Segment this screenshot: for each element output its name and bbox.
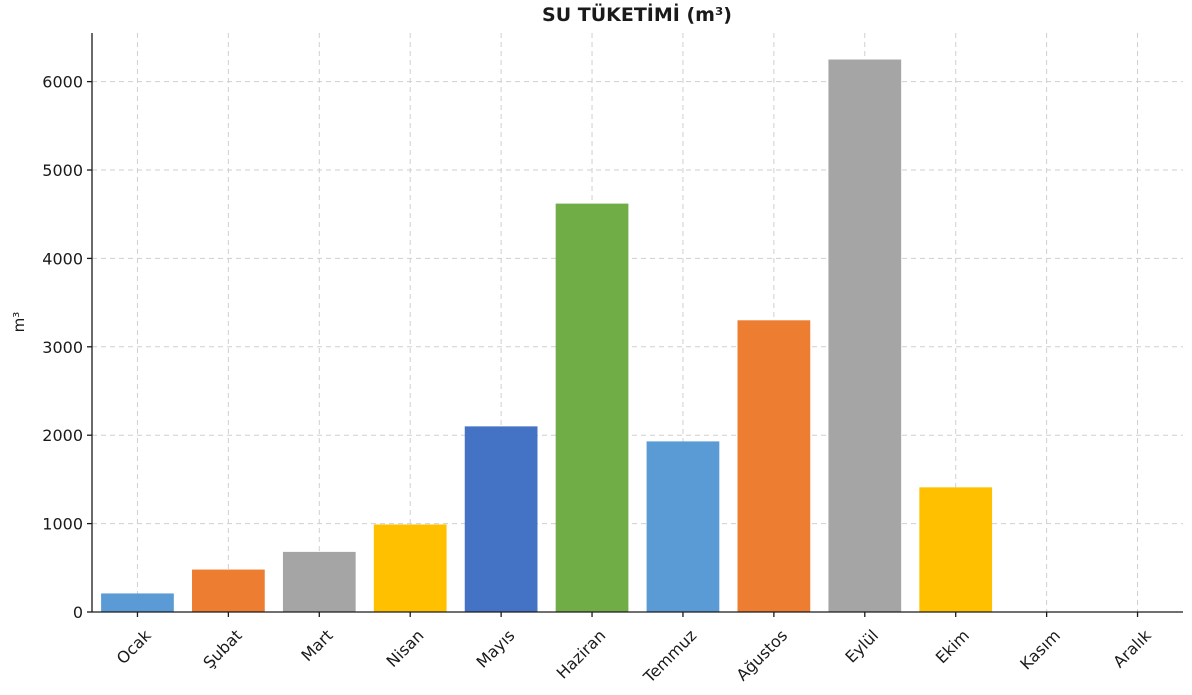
bar-7 (646, 441, 720, 612)
y-tick-label: 4000 (42, 249, 83, 268)
x-tick-label: Aralık (1109, 625, 1155, 671)
bar-5 (464, 426, 538, 612)
x-tick-label: Ekim (932, 626, 973, 667)
x-tick-label: Mayıs (473, 626, 519, 672)
grid-lines (92, 33, 1183, 613)
y-tick-label: 5000 (42, 161, 83, 180)
bar-3 (282, 551, 356, 612)
x-tick-label: Kasım (1016, 626, 1064, 674)
bar-8 (737, 320, 811, 612)
x-tick-label: Temmuz (639, 626, 700, 687)
y-tick-label: 6000 (42, 73, 83, 92)
bar-6 (555, 203, 629, 612)
y-axis-ticks: 0 1000 2000 3000 4000 5000 6000 (42, 73, 92, 622)
y-axis-label: m³ (10, 312, 28, 333)
x-tick-label: Ağustos (733, 626, 792, 685)
x-tick-label: Mart (297, 626, 336, 665)
x-tick-label: Ocak (113, 625, 156, 668)
bar-9 (828, 59, 902, 612)
x-tick-label: Şubat (199, 626, 245, 672)
y-tick-label: 2000 (42, 426, 83, 445)
x-tick-label: Haziran (553, 626, 610, 683)
chart-title: SU TÜKETİMİ (m³) (542, 2, 732, 26)
x-tick-label: Eylül (841, 626, 882, 667)
bar-2 (192, 569, 265, 612)
bar-4 (373, 524, 447, 612)
y-tick-label: 1000 (42, 515, 83, 534)
y-tick-label: 0 (73, 603, 83, 622)
bar-1 (101, 593, 174, 612)
x-axis-ticks: Ocak Şubat Mart Nisan Mayıs Haziran Temmuz Ağus… (113, 612, 1155, 687)
bars (101, 59, 993, 612)
bar-10 (919, 487, 993, 612)
y-tick-label: 3000 (42, 338, 83, 357)
x-tick-label: Nisan (382, 626, 427, 671)
